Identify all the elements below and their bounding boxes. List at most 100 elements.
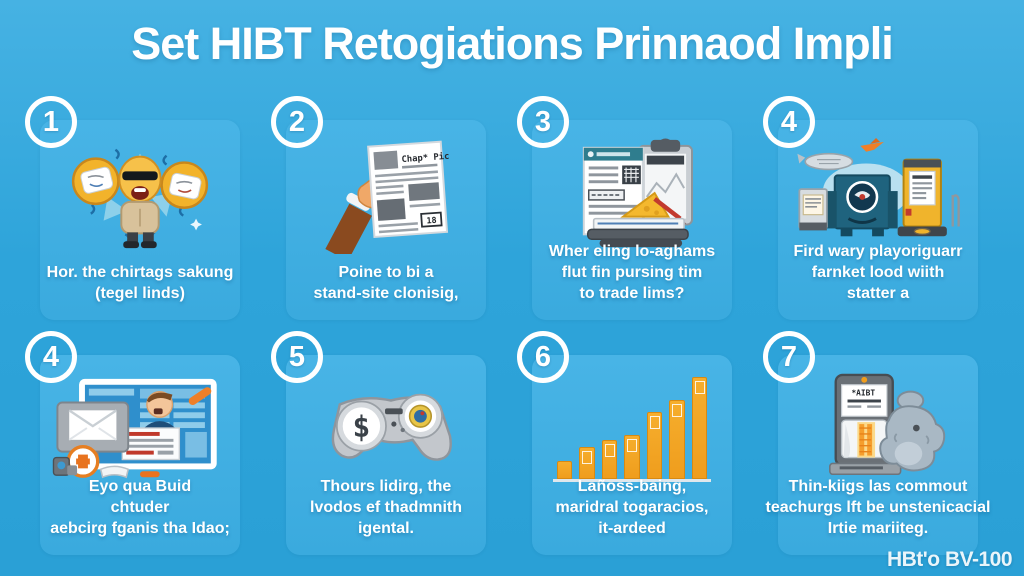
step-number: 4 [780, 105, 798, 138]
caption-line: igental. [357, 519, 414, 537]
caption-line: chtuder [110, 498, 170, 516]
caption-line: teachurgs lft be unstenicacial [765, 498, 991, 516]
controller-illustration: $ [286, 371, 486, 489]
atm-elephant-illustration: *AIBT [778, 371, 978, 489]
step-number: 4 [42, 340, 60, 373]
step-panel-8: 7 *AIBT [763, 331, 990, 555]
monitor-envelope-icon [55, 401, 129, 458]
caption-line: flut fin pursing tim [561, 263, 703, 281]
bar-label-box [649, 415, 660, 429]
airplane-icon [860, 137, 884, 152]
step-panel-2: 2 Chap* Pic [271, 96, 486, 320]
hand-newspaper-illustration: Chap* Pic 18 [286, 136, 486, 254]
chart-bar [579, 446, 595, 479]
yellow-kiosk-icon [897, 158, 947, 237]
step-caption: Thin-kiigs las commout teachurgs lft be … [754, 476, 1002, 539]
caption-line: Lañoss-baing, [577, 477, 687, 495]
caption-line: Hor. the chirtags sakung [46, 263, 234, 281]
step-caption: Thours lidirg, the lvodos ef thadmnith i… [262, 476, 510, 539]
newspaper-header-text: Chap* Pic [401, 151, 450, 165]
step-number: 6 [534, 340, 552, 373]
caption-line: it-ardeed [598, 519, 666, 537]
caption-line: maridral togaracios, [555, 498, 709, 516]
caption-line: stand-site clonisig, [313, 284, 459, 302]
caption-line: statter a [846, 284, 910, 302]
step-number-badge: 1 [25, 96, 77, 148]
step-number: 3 [534, 105, 552, 138]
books-stack-icon [587, 217, 689, 248]
monitor-stand [139, 471, 160, 478]
caption-line: Eyo qua Buid [88, 477, 192, 495]
step-caption: Hor. the chirtags sakung (tegel linds) [16, 262, 264, 304]
chart-bar [691, 376, 707, 479]
chart-bar [601, 439, 618, 479]
step-caption: Poine to bi a stand-site clonisig, [262, 262, 510, 304]
step-number-badge: 2 [271, 96, 323, 148]
step-caption: Lañoss-baing, maridral togaracios, it-ar… [508, 476, 756, 539]
atm-machine-icon: *AIBT [829, 373, 902, 476]
caption-line: to trade lims? [579, 284, 685, 302]
growth-bar-chart [553, 376, 711, 482]
newspaper-badge-text: 18 [426, 215, 437, 226]
controller-illustration-svg: $ [331, 393, 452, 461]
step-panel-5: 4 [25, 331, 240, 555]
chart-bar [669, 399, 685, 479]
chart-bar [624, 434, 640, 479]
step-panel-3: 3 [517, 96, 732, 320]
game-controller-icon: $ [331, 393, 452, 461]
step-panel-7: 6 Lañoss-baing, maridral togaracios, it-… [517, 331, 732, 555]
bar-label-box [582, 450, 593, 464]
coin-bundle-left-icon [71, 157, 120, 206]
step-number: 1 [42, 105, 60, 138]
caption-line: (tegel linds) [95, 284, 185, 302]
caption-line: Poine to bi a [338, 263, 434, 281]
step-number: 5 [288, 340, 306, 373]
mascot-coins-illustration [40, 136, 240, 254]
mascot-character [118, 155, 162, 249]
step-number-badge: 6 [517, 331, 569, 383]
pipe-icon [951, 194, 960, 227]
caption-line: Thin-kiigs las commout [788, 477, 968, 495]
caption-line: Wher eling lo-aghams [548, 242, 716, 260]
camera-gadgets-icon [52, 456, 77, 476]
document-overlay-icon [121, 427, 180, 461]
machines-illustration-svg [797, 137, 960, 237]
caption-line: farnket lood wiith [811, 263, 945, 281]
page-title: Set HIBT Retogiations Prinnaod Impli [131, 18, 894, 69]
book-icon [99, 465, 129, 479]
step-panel-1: 1 [25, 96, 240, 320]
atm-illustration-svg: *AIBT [829, 373, 946, 476]
browser-illustration-svg [52, 378, 217, 479]
elephant-blob-icon [879, 390, 946, 472]
mascot-illustration-svg [71, 148, 209, 249]
step-number-badge: 5 [271, 331, 323, 383]
browser-man-illustration [40, 371, 240, 489]
step-number: 2 [288, 105, 306, 138]
bar-chart-illustration [532, 371, 732, 489]
step-number: 7 [780, 340, 798, 373]
atm-screen-text: *AIBT [851, 389, 875, 398]
chart-bar [646, 411, 663, 479]
watermark-text: HBt'o BV-100 [886, 548, 1013, 571]
report-illustration-svg [582, 138, 693, 248]
machines-illustration [778, 136, 978, 254]
coin-bundle-right-icon [160, 161, 209, 210]
newspaper-illustration-svg: Chap* Pic 18 [325, 140, 450, 254]
clipboard-icon [637, 138, 693, 226]
chart-bar [557, 460, 573, 479]
caption-line: Fird wary playoriguarr [793, 242, 963, 260]
step-panel-4: 4 [763, 96, 978, 320]
step-number-badge: 7 [763, 331, 815, 383]
step-number-badge: 4 [25, 331, 77, 383]
dollar-symbol: $ [352, 410, 370, 444]
step-caption: Eyo qua Buid chtuder aebcirg fganis tha … [16, 476, 264, 539]
teal-machine-icon [826, 174, 898, 237]
steps-grid: 1 [25, 96, 990, 555]
step-caption: Fird wary playoriguarr farnket lood wiit… [754, 241, 1002, 304]
newspaper-icon: Chap* Pic 18 [367, 140, 450, 239]
caption-line: aebcirg fganis tha Idao; [50, 519, 230, 537]
caption-line: Thours lidirg, the [320, 477, 452, 495]
step-panel-6: 5 $ [271, 331, 486, 555]
bar-label-box [627, 438, 638, 452]
caption-line: Irtie mariiteg. [827, 519, 929, 537]
